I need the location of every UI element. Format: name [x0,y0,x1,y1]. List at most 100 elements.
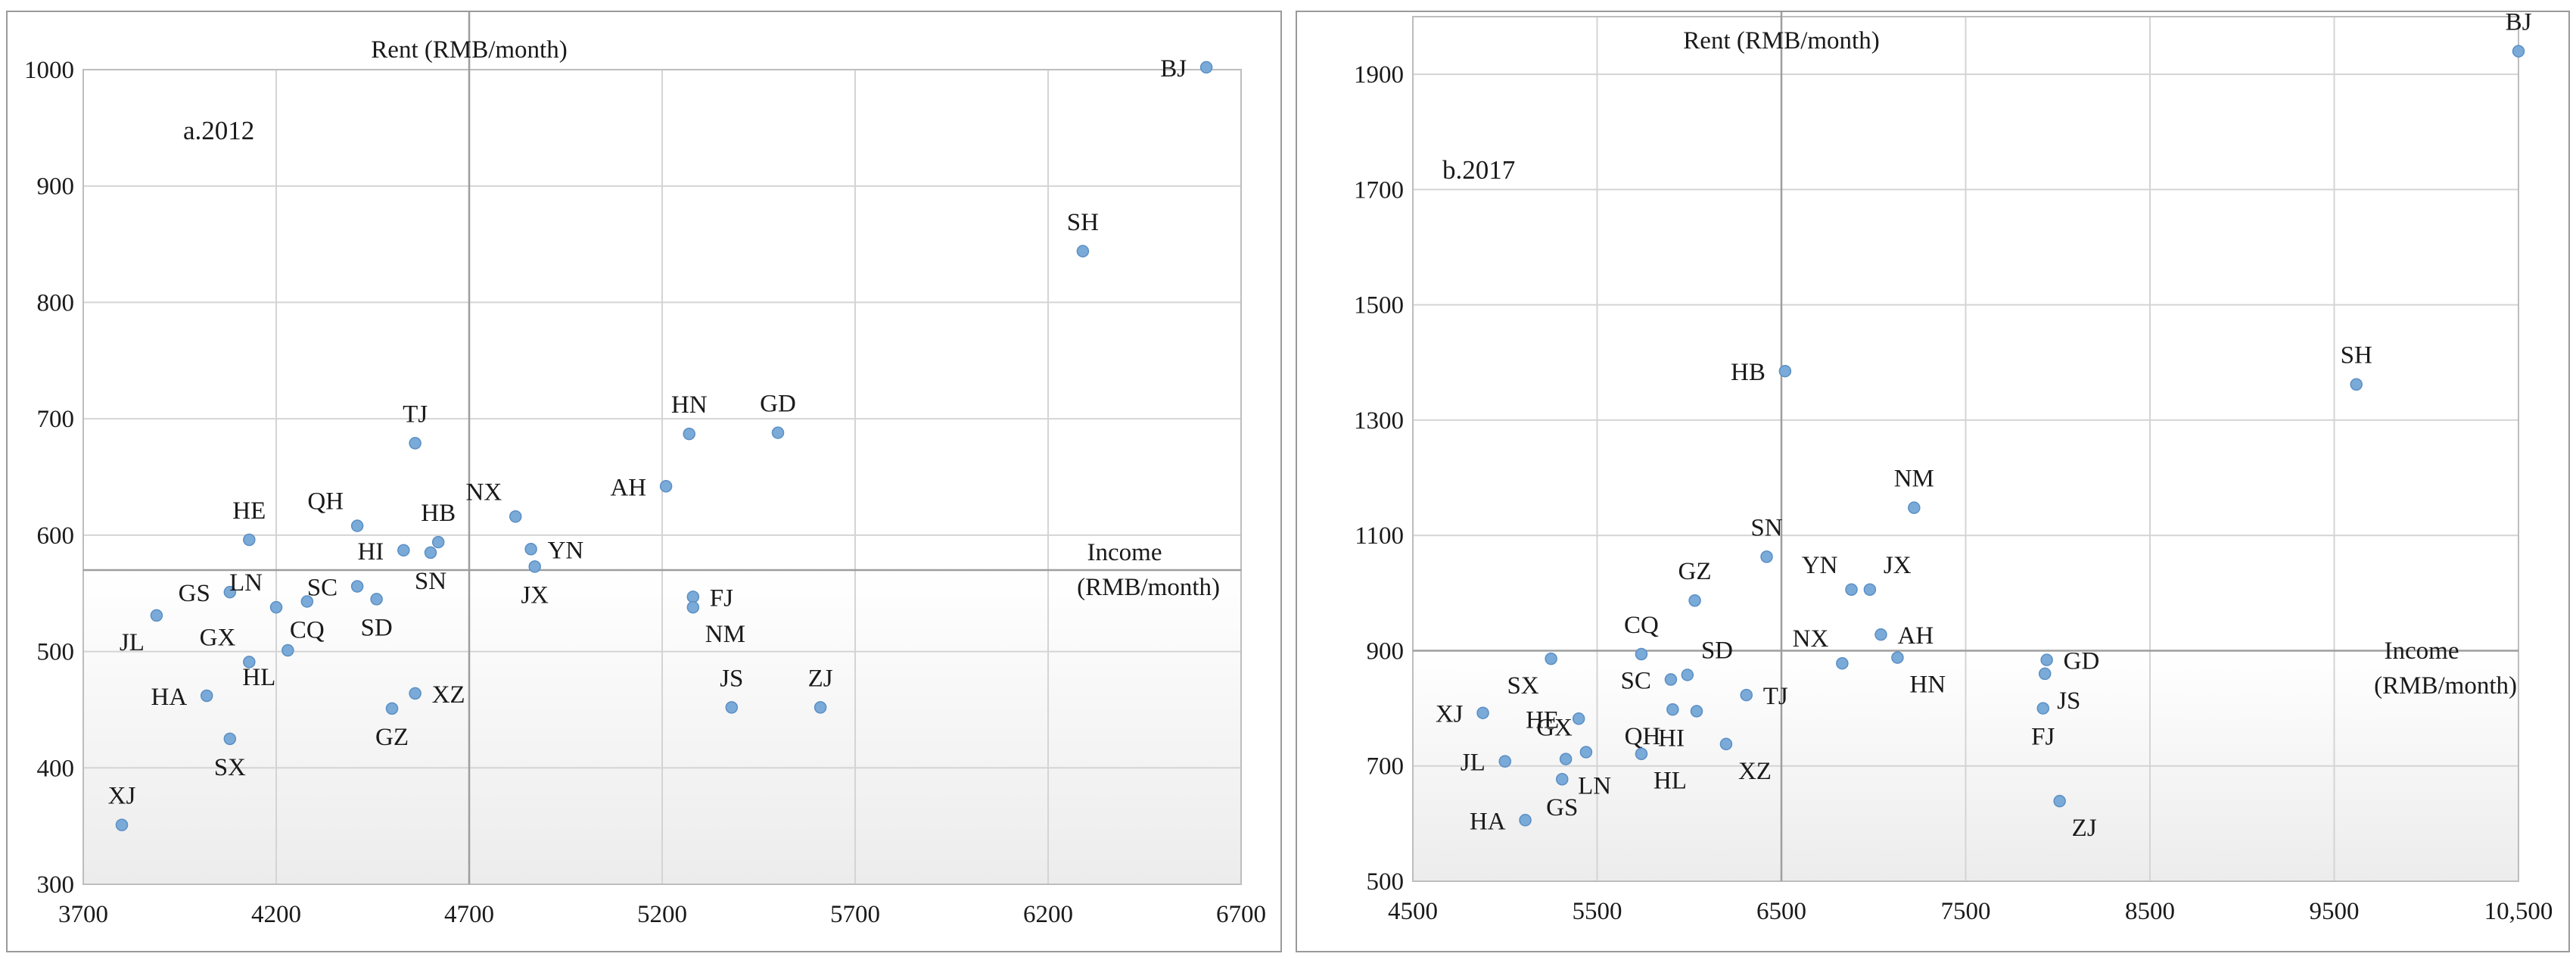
data-point-jx [1863,583,1877,597]
data-point-hi [397,544,410,557]
point-label-yn: YN [1802,552,1838,579]
point-label-sc: SC [307,574,338,601]
point-label-gd: GD [760,391,796,418]
point-label-sh: SH [2341,342,2372,369]
data-point-nx [509,510,522,523]
data-point-xj [1476,706,1489,719]
point-label-yn: YN [548,537,584,564]
x-tick-label: 4200 [251,901,301,928]
data-point-yn [524,543,537,556]
data-point-sh [2350,378,2363,391]
x-tick-label: 3700 [58,901,108,928]
y-tick-label: 800 [37,289,75,316]
point-label-hi: HI [1658,725,1685,752]
data-point-hb [431,535,445,549]
point-label-sd: SD [1701,637,1733,664]
point-label-cq: CQ [290,616,325,644]
point-label-xz: XZ [432,681,465,709]
data-point-bj [2512,45,2525,58]
point-label-js: JS [2057,687,2080,715]
data-point-gs [1555,772,1569,786]
data-point-jx [528,560,541,573]
point-label-sx: SX [214,754,246,781]
data-point-hl [1635,747,1648,760]
point-label-gs: GS [1546,794,1578,821]
data-point-tj [409,437,422,450]
data-point-tj [1740,688,1753,702]
point-label-sh: SH [1067,209,1099,236]
point-label-bj: BJ [2506,12,2532,36]
x-axis-title-line2: (RMB/month) [2374,672,2517,700]
x-tick-label: 10,500 [2484,898,2553,925]
y-tick-label: 900 [37,173,75,201]
y-tick-label: 1900 [1354,61,1404,89]
x-tick-label: 4500 [1388,898,1438,925]
data-point-he [243,533,256,547]
point-label-hn: HN [1909,672,1946,699]
x-axis-title-line1: Income [1087,539,1162,566]
point-label-hl: HL [242,664,275,691]
x-tick-label: 7500 [1941,898,1991,925]
data-point-ah [659,480,673,493]
data-point-cq [300,595,314,608]
data-point-ah [1874,628,1887,641]
point-label-qh: QH [307,488,344,516]
point-label-ah: AH [1897,622,1934,650]
data-point-nm [686,600,700,614]
point-label-jl: JL [1461,750,1486,777]
data-point-gz [385,702,399,715]
point-label-fj: FJ [710,584,733,612]
point-label-xz: XZ [1738,758,1772,785]
data-point-sx [1545,652,1557,665]
point-label-zj: ZJ [2072,815,2097,842]
data-point-sd [370,593,383,606]
chart-panel-2017: 500 700 900 1100 1300 1500 1700 1900 4500 5500 650… [1296,11,2570,952]
y-tick-label: 1300 [1354,407,1404,435]
data-point-cq [1635,647,1648,661]
y-tick-label: 700 [37,406,75,433]
point-label-nm: NM [1894,466,1934,493]
data-point-gd [2040,653,2053,666]
point-label-gd: GD [2064,648,2100,675]
data-point-ha [200,689,213,703]
scatter-chart-2017: 500 700 900 1100 1300 1500 1700 1900 4500 5500 650… [1354,12,2553,925]
point-label-ha: HA [1470,808,1506,835]
point-label-js: JS [720,665,743,692]
point-label-sn: SN [1750,514,1782,541]
data-point-nx [1836,656,1849,670]
data-point-gx [1579,746,1593,759]
point-label-nm: NM [705,621,745,648]
point-label-zj: ZJ [808,665,833,692]
data-point-nm [1908,501,1921,514]
y-tick-label: 400 [37,755,75,782]
data-point-zj [814,701,827,714]
point-label-sd: SD [361,614,393,641]
data-point-fj [686,591,700,603]
y-tick-label: 1500 [1354,292,1404,319]
chart-panel-2012: 300 400 500 600 700 800 900 1000 3700 4200 4700 520… [6,11,1282,952]
data-point-gs [223,585,237,599]
y-tick-label: 600 [37,522,75,550]
point-label-he: HE [232,497,266,525]
plot-frame [82,69,1242,885]
data-point-ln [1559,753,1573,765]
point-label-gx: GX [200,624,236,651]
point-label-sx: SX [1507,672,1538,700]
y-tick-label: 1700 [1354,176,1404,204]
x-tick-label: 8500 [2125,898,2175,925]
point-label-hl: HL [1654,768,1687,795]
panel-label: a.2012 [183,116,254,145]
data-point-ha [1519,814,1532,827]
data-point-zj [2053,794,2066,808]
data-point-js [725,701,739,714]
plot-frame [1412,16,2519,882]
point-label-xj: XJ [108,783,136,810]
data-point-sc [1664,673,1678,686]
data-point-hl [282,644,294,657]
data-point-gd [771,426,785,439]
x-axis-title-line2: (RMB/month) [1077,574,1220,601]
x-tick-label: 4700 [444,901,494,928]
point-label-fj: FJ [2031,724,2055,751]
data-point-jl [1498,755,1511,768]
x-tick-label: 6500 [1756,898,1806,925]
